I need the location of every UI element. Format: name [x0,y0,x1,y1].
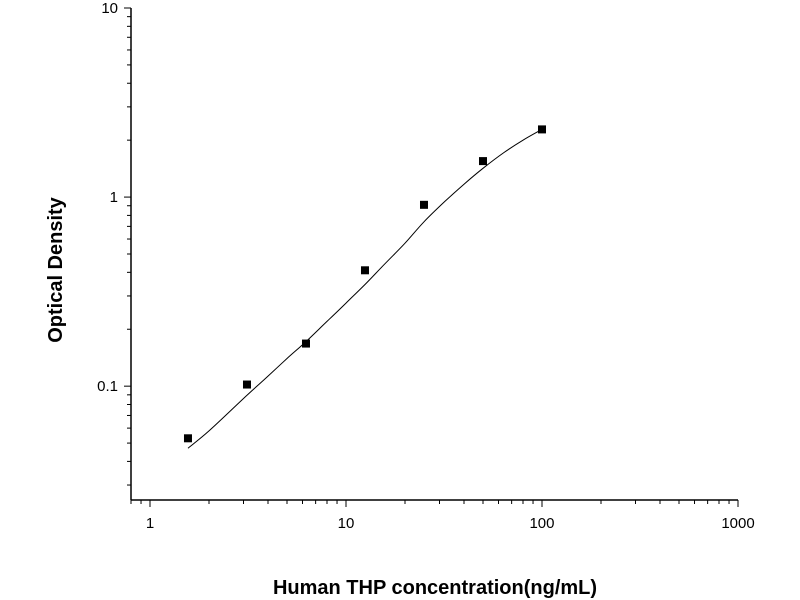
fit-curve-line [187,128,543,449]
x-axis-title: Human THP concentration(ng/mL) [273,577,597,599]
x-tick-label: 1000 [721,515,754,532]
y-axis-title: Optical Density [45,196,67,342]
data-point [301,339,310,348]
data-points-layer [183,125,546,443]
data-point [419,200,428,209]
x-tick-label: 100 [529,515,554,532]
data-point [360,266,369,275]
tick-labels-layer: 1 10 100 1000 0.1 1 10 [97,0,755,532]
x-tick-label: 10 [338,515,355,532]
y-tick-label: 10 [101,0,118,17]
x-tick-label: 1 [146,515,154,532]
data-point [478,157,487,166]
plot-axes [124,7,739,507]
y-tick-label: 1 [110,189,118,206]
data-point [537,125,546,134]
data-point [183,434,192,443]
y-tick-label: 0.1 [97,378,118,395]
fit-curve-layer [187,128,543,449]
data-point [242,380,251,389]
